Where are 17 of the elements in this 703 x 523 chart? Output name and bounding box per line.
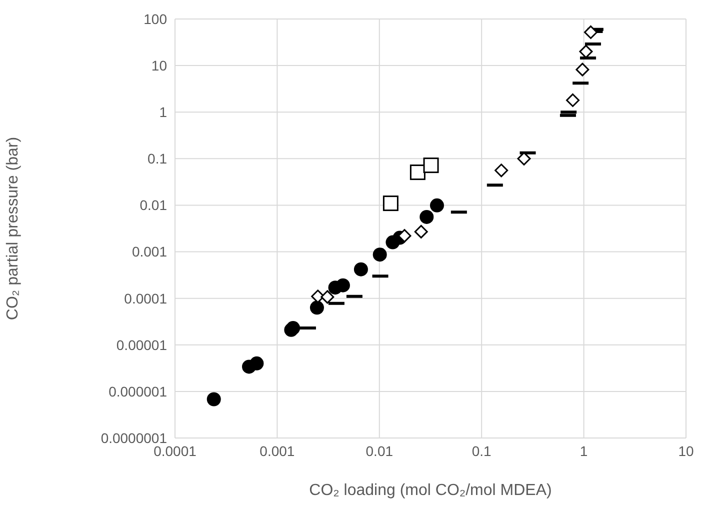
y-tick-label: 0.00001 bbox=[116, 336, 168, 353]
y-tick-label: 0.0000001 bbox=[100, 430, 168, 446]
x-tick-label: 10 bbox=[678, 442, 694, 459]
x-tick-label: 1 bbox=[580, 442, 588, 459]
x-tick-label: 0.01 bbox=[366, 442, 394, 459]
y-axis-title: CO₂ partial pressure (bar) bbox=[4, 136, 22, 320]
y-tick-label: 1 bbox=[159, 104, 168, 120]
x-axis-title: CO₂ loading (mol CO₂/mol MDEA) bbox=[309, 482, 552, 499]
y-tick-label: 10 bbox=[151, 58, 168, 74]
y-tick-label: 0.001 bbox=[132, 244, 168, 260]
x-tick-label: 0.001 bbox=[260, 442, 295, 459]
y-tick-label: 0.0001 bbox=[124, 290, 168, 306]
x-tick-label: 0.1 bbox=[472, 442, 492, 459]
y-tick-label: 0.000001 bbox=[108, 383, 168, 400]
y-tick-label: 0.1 bbox=[148, 150, 168, 167]
y-tick-label: 100 bbox=[144, 10, 168, 27]
y-tick-label: 0.01 bbox=[140, 197, 168, 214]
